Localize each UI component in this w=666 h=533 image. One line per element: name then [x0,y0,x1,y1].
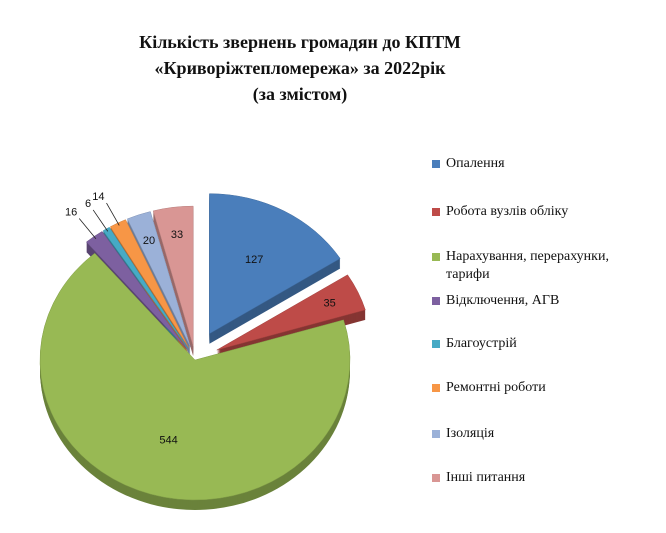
legend-item: Відключення, АГВ [432,292,647,310]
value-label: 16 [65,206,77,218]
value-label: 6 [85,198,91,210]
legend-swatch [432,160,440,168]
legend-item: Інші питання [432,469,647,487]
leader-line [92,209,109,232]
chart-title: (за змістом) [253,84,347,105]
value-label: 544 [159,434,177,446]
legend-label: Опалення [446,156,505,171]
legend-label: Робота вузлів обліку [446,204,569,219]
legend-swatch [432,297,440,305]
legend-item: Ремонтні роботи [432,379,647,397]
leader-line [78,218,97,239]
legend-label: Ремонтні роботи [446,380,546,395]
value-label: 35 [323,297,335,309]
legend-item: Благоустрій [432,335,647,353]
legend-swatch [432,208,440,216]
legend-swatch [432,384,440,392]
legend-item: Робота вузлів обліку [432,203,647,221]
legend-label: Нарахування, перерахунки, тарифи [446,249,609,282]
slice [209,193,341,335]
value-label: 127 [245,254,263,266]
chart-title: «Криворіжтепломережа» за 2022рік [155,58,447,78]
legend-label: Благоустрій [446,336,517,351]
slice [39,252,351,501]
value-label: 33 [171,229,183,241]
legend-item: Ізоляція [432,425,647,443]
legend-label: Інші питання [446,470,526,485]
legend-label: Відключення, АГВ [446,293,560,308]
legend-item: Нарахування, перерахунки, тарифи [432,248,647,284]
legend-swatch [432,253,440,261]
legend-swatch [432,430,440,438]
chart-title: Кількість звернень громадян до КПТМ [139,32,461,52]
slice [152,205,194,347]
slice [126,211,191,347]
legend-swatch [432,340,440,348]
legend-item: Опалення [432,155,647,173]
value-label: 20 [143,235,155,247]
legend-swatch [432,474,440,482]
leader-line [106,202,120,226]
value-label: 14 [92,191,104,203]
slice [216,274,366,351]
legend-label: Ізоляція [446,426,495,441]
